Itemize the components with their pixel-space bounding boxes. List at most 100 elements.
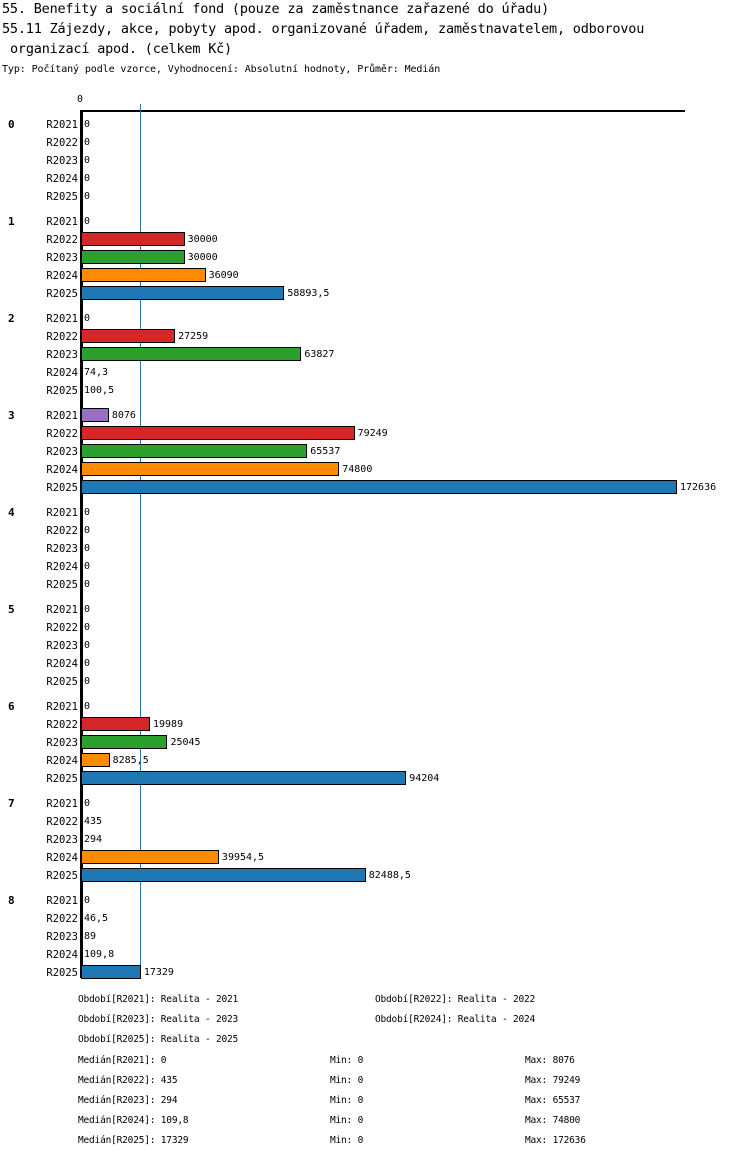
bar-row-label: R2024	[46, 561, 78, 573]
bar[interactable]	[81, 480, 677, 494]
bar[interactable]	[81, 347, 302, 361]
bar-value-label: 100,5	[84, 385, 115, 396]
bar-row-label: R2022	[46, 331, 78, 343]
bar-row-label: R2021	[46, 604, 78, 616]
bar-value-label: 0	[84, 137, 91, 148]
bar[interactable]	[81, 426, 355, 440]
group-number: 0	[8, 118, 15, 131]
bar[interactable]	[81, 250, 185, 264]
bar-row-label: R2025	[46, 773, 78, 785]
bar-row-label: R2021	[46, 701, 78, 713]
bar-row-label: R2021	[46, 507, 78, 519]
bar-value-label: 94204	[409, 773, 440, 784]
bar-row-label: R2024	[46, 658, 78, 670]
bar[interactable]	[81, 850, 219, 864]
bar-row-label: R2023	[46, 155, 78, 167]
bar-row-label: R2023	[46, 446, 78, 458]
bar[interactable]	[81, 329, 176, 343]
group-number: 2	[8, 312, 15, 325]
bar-row-label: R2023	[46, 349, 78, 361]
bar-row-label: R2022	[46, 816, 78, 828]
bar[interactable]	[81, 868, 366, 882]
statistic-median: Medián[R2024]: 109,8	[78, 1115, 189, 1126]
bar-row-label: R2023	[46, 737, 78, 749]
bar-row-label: R2023	[46, 252, 78, 264]
bar-value-label: 0	[84, 119, 91, 130]
bar-value-label: 0	[84, 543, 91, 554]
statistic-max: Max: 74800	[525, 1115, 581, 1126]
statistic-median: Medián[R2023]: 294	[78, 1095, 178, 1106]
legend-entry: Období[R2025]: Realita - 2025	[78, 1034, 239, 1045]
bar-row-label: R2025	[46, 579, 78, 591]
bar[interactable]	[81, 286, 285, 300]
bar-row-label: R2024	[46, 367, 78, 379]
statistic-max: Max: 79249	[525, 1075, 581, 1086]
group-number: 4	[8, 506, 15, 519]
group-number: 6	[8, 700, 15, 713]
bar[interactable]	[81, 268, 206, 282]
group-number: 3	[8, 409, 15, 422]
bar-value-label: 27259	[178, 331, 209, 342]
bar-row-label: R2021	[46, 798, 78, 810]
bar-row-label: R2022	[46, 428, 78, 440]
bar-value-label: 0	[84, 216, 91, 227]
statistic-min: Min: 0	[330, 1055, 364, 1066]
bar-row-label: R2024	[46, 852, 78, 864]
bar-value-label: 17329	[143, 967, 174, 978]
bar[interactable]	[81, 444, 308, 458]
bar-value-label: 0	[84, 640, 91, 651]
bar-value-label: 0	[84, 313, 91, 324]
legend-entry: Období[R2023]: Realita - 2023	[78, 1014, 239, 1025]
statistic-min: Min: 0	[330, 1095, 364, 1106]
bar-value-label: 0	[84, 173, 91, 184]
chart-title-line-1: 55. Benefity a sociální fond (pouze za z…	[2, 1, 550, 17]
legend-entry: Období[R2021]: Realita - 2021	[78, 994, 239, 1005]
bar-row-label: R2023	[46, 834, 78, 846]
bar-row-label: R2024	[46, 464, 78, 476]
bar-value-label: 19989	[153, 719, 184, 730]
bar-row-label: R2024	[46, 755, 78, 767]
bar-row-label: R2025	[46, 191, 78, 203]
bar-value-label: 36090	[208, 270, 239, 281]
bar-value-label: 0	[84, 604, 91, 615]
bar-value-label: 89	[84, 931, 97, 942]
bar-row-label: R2023	[46, 543, 78, 555]
bar-value-label: 46,5	[84, 913, 109, 924]
bar-value-label: 0	[84, 676, 91, 687]
bar-row-label: R2021	[46, 410, 78, 422]
bar-value-label: 25045	[170, 737, 201, 748]
bar-row-label: R2022	[46, 719, 78, 731]
bar-value-label: 58893,5	[287, 288, 330, 299]
statistic-median: Medián[R2022]: 435	[78, 1075, 178, 1086]
bar[interactable]	[81, 771, 407, 785]
bar-value-label: 172636	[680, 482, 717, 493]
bar[interactable]	[81, 753, 110, 767]
bar-row-label: R2021	[46, 313, 78, 325]
bar-row-label: R2022	[46, 234, 78, 246]
axis-zero-label: 0	[77, 94, 84, 105]
bar[interactable]	[81, 462, 340, 476]
axis-gridline	[140, 104, 141, 978]
bar-value-label: 30000	[187, 252, 218, 263]
bar[interactable]	[81, 717, 150, 731]
bar-value-label: 294	[84, 834, 103, 845]
bar-row-label: R2025	[46, 676, 78, 688]
bar[interactable]	[81, 965, 141, 979]
bar[interactable]	[81, 232, 185, 246]
statistic-median: Medián[R2025]: 17329	[78, 1135, 189, 1146]
bar-value-label: 39954,5	[221, 852, 265, 863]
bar-row-label: R2024	[46, 949, 78, 961]
bar-value-label: 109,8	[84, 949, 115, 960]
bar-value-label: 79249	[357, 428, 388, 439]
bar-value-label: 74800	[342, 464, 373, 475]
bar[interactable]	[81, 735, 168, 749]
bar-value-label: 8076	[111, 410, 136, 421]
bar-value-label: 0	[84, 507, 91, 518]
bar[interactable]	[81, 408, 109, 422]
bar-row-label: R2025	[46, 482, 78, 494]
bar-value-label: 82488,5	[368, 870, 411, 881]
statistic-max: Max: 172636	[525, 1135, 586, 1146]
bar-row-label: R2022	[46, 525, 78, 537]
bar-row-label: R2021	[46, 216, 78, 228]
